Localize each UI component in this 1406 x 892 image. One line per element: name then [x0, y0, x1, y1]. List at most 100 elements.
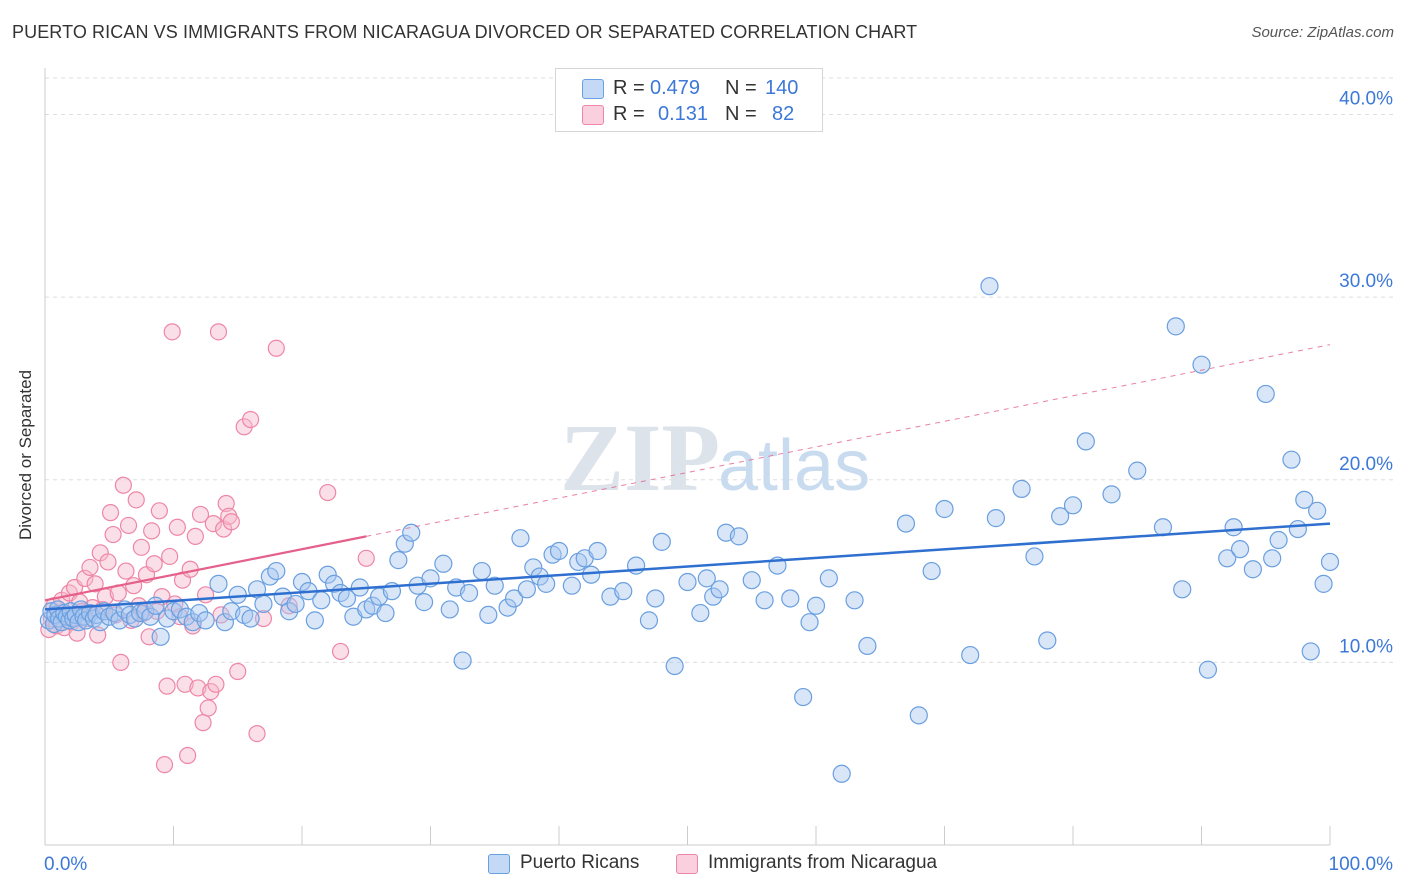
data-point-puerto-rican — [286, 594, 305, 614]
data-point-nicaragua — [242, 410, 260, 429]
trend-line-nicaragua — [44, 535, 367, 602]
data-point-puerto-rican — [196, 611, 215, 630]
legend-r-value: 0.479 — [650, 77, 701, 99]
data-point-nicaragua — [119, 516, 138, 535]
data-point-puerto-rican — [1128, 461, 1147, 480]
data-point-puerto-rican — [151, 627, 170, 646]
gridlines — [45, 77, 1395, 663]
data-point-puerto-rican — [1263, 549, 1282, 568]
data-point-puerto-rican — [537, 574, 556, 593]
data-point-puerto-rican — [1320, 552, 1340, 572]
data-point-puerto-rican — [157, 609, 177, 628]
data-point-nicaragua — [112, 653, 130, 671]
y-tick-label: 40.0% — [1339, 89, 1393, 110]
data-point-puerto-rican — [1224, 518, 1243, 537]
data-point-puerto-rican — [511, 529, 530, 548]
data-point-nicaragua — [176, 675, 194, 693]
data-point-nicaragua — [81, 558, 99, 577]
y-tick-label: 10.0% — [1339, 636, 1393, 657]
data-point-nicaragua — [143, 522, 161, 540]
data-point-puerto-rican — [1038, 631, 1057, 650]
data-point-nicaragua — [229, 662, 247, 681]
bottom-legend-swatch-blue — [488, 854, 510, 874]
data-point-puerto-rican — [1256, 384, 1275, 404]
data-point-puerto-rican — [241, 609, 260, 628]
data-point-nicaragua — [76, 569, 94, 587]
data-point-puerto-rican — [215, 613, 234, 632]
data-point-puerto-rican — [1051, 507, 1070, 526]
data-point-nicaragua — [254, 609, 273, 628]
data-point-nicaragua — [248, 725, 266, 743]
page-title: PUERTO RICAN VS IMMIGRANTS FROM NICARAGU… — [12, 22, 918, 42]
bottom-legend-label: Puerto Ricans — [520, 852, 640, 873]
data-point-puerto-rican — [1314, 574, 1333, 593]
data-point-puerto-rican — [549, 541, 569, 561]
legend-r-value: 0.131 — [658, 103, 709, 125]
data-point-puerto-rican — [91, 613, 110, 632]
data-point-puerto-rican — [1192, 355, 1211, 374]
data-point-puerto-rican — [781, 589, 800, 608]
data-point-puerto-rican — [755, 591, 774, 610]
watermark-atlas: atlas — [718, 426, 870, 506]
data-point-nicaragua — [132, 538, 150, 556]
data-point-nicaragua — [114, 476, 132, 494]
legend-n-label: N = — [725, 103, 757, 125]
axes — [44, 68, 1331, 846]
legend-swatch-pink — [582, 105, 604, 125]
y-tick-label: 20.0% — [1339, 454, 1393, 475]
data-point-puerto-rican — [209, 574, 228, 593]
data-point-puerto-rican — [395, 534, 414, 553]
data-point-puerto-rican — [986, 509, 1006, 528]
data-point-puerto-rican — [639, 611, 659, 630]
legend-r-label: R = — [613, 77, 645, 99]
tick-labels: 10.0% 20.0% 30.0% 40.0% 0.0% 100.0% — [44, 89, 1393, 875]
data-point-puerto-rican — [652, 532, 671, 551]
data-point-nicaragua — [331, 642, 350, 661]
data-point-nicaragua — [357, 549, 375, 567]
data-point-puerto-rican — [459, 583, 479, 603]
trend-lines — [44, 344, 1331, 611]
data-point-nicaragua — [319, 483, 337, 502]
data-point-nicaragua — [125, 577, 143, 595]
data-point-puerto-rican — [376, 603, 395, 623]
data-point-nicaragua — [168, 518, 186, 536]
data-point-puerto-rican — [414, 593, 434, 612]
data-point-puerto-rican — [498, 598, 517, 617]
data-point-nicaragua — [267, 339, 285, 357]
data-point-puerto-rican — [434, 554, 453, 573]
data-point-puerto-rican — [961, 645, 980, 665]
data-point-puerto-rican — [485, 576, 504, 595]
data-point-puerto-rican — [646, 589, 665, 608]
source-label: Source: ZipAtlas.com — [1251, 24, 1394, 41]
data-point-puerto-rican — [1025, 547, 1044, 566]
data-point-puerto-rican — [794, 687, 813, 707]
data-point-puerto-rican — [440, 600, 459, 619]
data-point-puerto-rican — [1218, 549, 1237, 568]
data-point-puerto-rican — [517, 580, 536, 599]
data-point-puerto-rican — [806, 596, 826, 615]
data-point-puerto-rican — [1102, 485, 1121, 504]
data-point-puerto-rican — [228, 585, 247, 604]
data-point-puerto-rican — [742, 571, 761, 590]
legend-r-label: R = — [613, 103, 645, 125]
x-tick-label-min: 0.0% — [44, 854, 87, 875]
data-point-puerto-rican — [614, 582, 633, 601]
data-point-nicaragua — [217, 494, 235, 513]
data-point-puerto-rican — [922, 561, 941, 581]
data-point-puerto-rican — [1166, 317, 1185, 336]
data-point-nicaragua — [104, 525, 122, 544]
data-point-puerto-rican — [1295, 490, 1314, 509]
data-point-nicaragua — [179, 746, 197, 765]
data-point-puerto-rican — [280, 602, 299, 621]
data-point-puerto-rican — [678, 572, 697, 592]
data-point-nicaragua — [163, 323, 181, 341]
data-point-nicaragua — [161, 547, 179, 566]
series-puerto-ricans — [39, 277, 1340, 783]
data-point-puerto-rican — [800, 613, 819, 632]
data-point-puerto-rican — [325, 574, 344, 593]
data-point-nicaragua — [127, 491, 145, 509]
data-point-puerto-rican — [819, 569, 838, 588]
data-point-puerto-rican — [389, 551, 408, 570]
data-point-puerto-rican — [402, 523, 421, 542]
data-point-puerto-rican — [1012, 479, 1031, 498]
